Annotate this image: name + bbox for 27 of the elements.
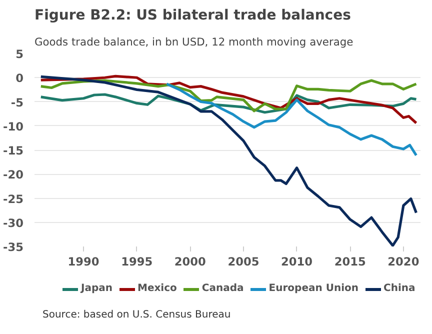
x-tick-label: 2005	[228, 254, 260, 268]
line-series	[40, 79, 418, 112]
chart-subtitle: Goods trade balance, in bn USD, 12 month moving average	[34, 36, 354, 48]
y-tick-label: -20	[3, 168, 24, 182]
x-tick-label: 1990	[68, 254, 100, 268]
y-tick-label: -10	[3, 119, 24, 134]
y-tick-label: 0	[16, 71, 24, 86]
source-note: Source: based on U.S. Census Bureau	[42, 310, 231, 320]
y-tick-label: -15	[3, 144, 24, 158]
legend-label: China	[384, 283, 416, 294]
line-series	[165, 82, 418, 157]
y-tick-label: -35	[3, 240, 24, 254]
x-tick-label: 2000	[174, 254, 206, 268]
legend-label: Canada	[202, 283, 244, 294]
x-tick-label: 2015	[334, 254, 366, 268]
x-tick-label: 2020	[388, 254, 420, 268]
x-tick-label: 2010	[281, 254, 313, 268]
legend-label: European Union	[268, 283, 358, 294]
y-tick-label: -25	[3, 192, 24, 206]
legend-label: Japan	[81, 283, 112, 294]
x-tick-label: 1995	[121, 254, 153, 268]
y-tick-label: 5	[16, 47, 24, 61]
y-tick-label: -30	[3, 216, 24, 230]
y-tick-label: -5	[10, 95, 24, 110]
chart-title: Figure B2.2: US bilateral trade balances	[34, 8, 351, 24]
line-series	[40, 75, 418, 246]
legend-label: Mexico	[138, 283, 177, 294]
